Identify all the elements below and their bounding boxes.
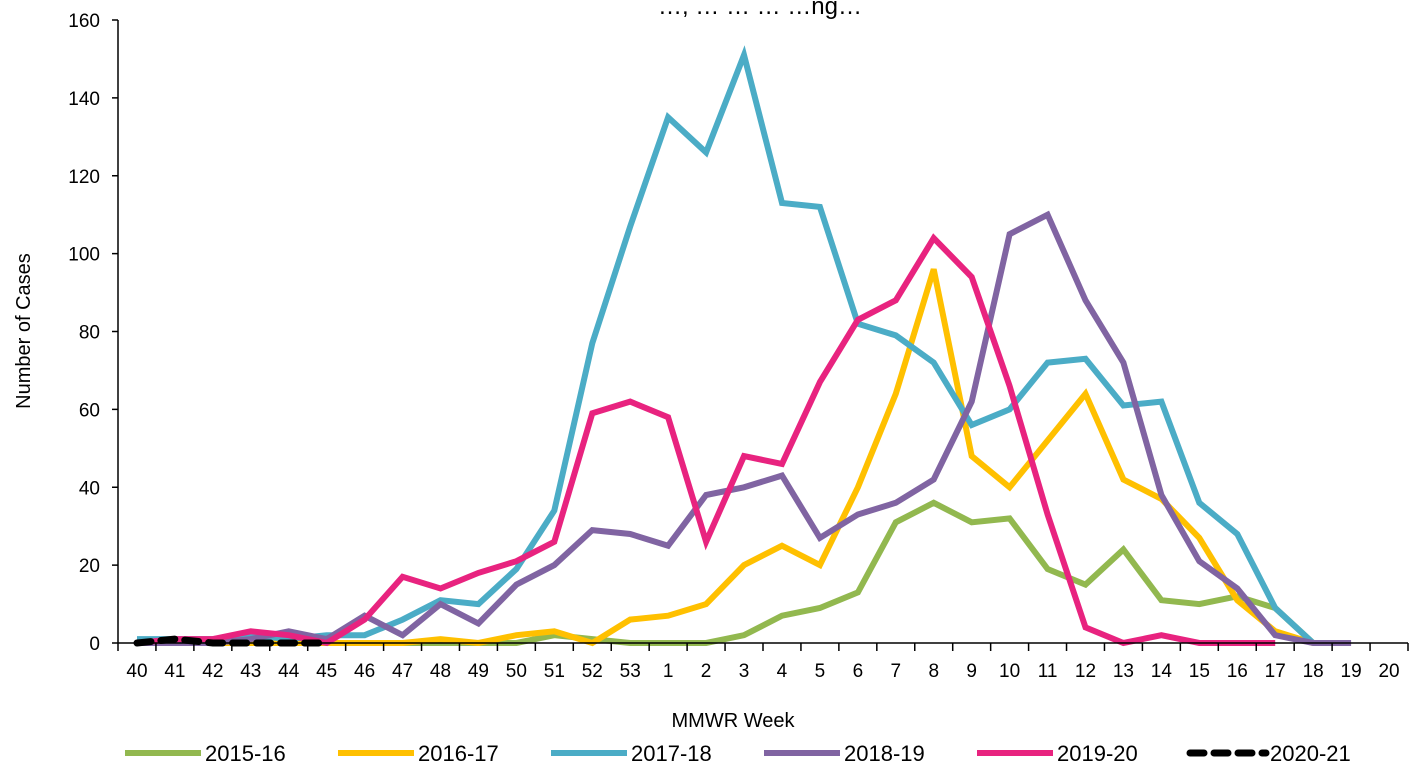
- x-tick-label: 10: [999, 661, 1020, 682]
- y-tick-label: 140: [68, 89, 100, 110]
- x-tick-label: 5: [815, 661, 826, 682]
- y-tick-label: 0: [89, 634, 100, 655]
- legend-item: 2020-21: [1186, 741, 1351, 766]
- legend-label: 2017-18: [631, 741, 712, 766]
- series-line-2017-18: [137, 45, 1316, 646]
- legend-item: 2017-18: [551, 741, 712, 766]
- x-tick-label: 2: [701, 661, 712, 682]
- x-tick-label: 13: [1113, 661, 1134, 682]
- y-tick-label: 120: [68, 167, 100, 188]
- legend-item: 2015-16: [125, 741, 286, 766]
- x-tick-label: 7: [891, 661, 902, 682]
- x-tick-label: 44: [278, 661, 300, 682]
- x-tick-label: 9: [966, 661, 977, 682]
- x-tick-label: 40: [126, 661, 147, 682]
- x-tick-label: 47: [392, 661, 413, 682]
- x-tick-label: 15: [1189, 661, 1210, 682]
- legend-label: 2020-21: [1270, 741, 1351, 766]
- y-tick-label: 100: [68, 245, 100, 266]
- x-tick-label: 17: [1265, 661, 1286, 682]
- x-tick-label: 18: [1303, 661, 1324, 682]
- x-tick-label: 53: [620, 661, 641, 682]
- legend-item: 2019-20: [977, 741, 1138, 766]
- x-tick-label: 3: [739, 661, 750, 682]
- legend-item: 2016-17: [338, 741, 499, 766]
- x-tick-label: 42: [202, 661, 223, 682]
- x-tick-label: 12: [1075, 661, 1096, 682]
- y-tick-label: 60: [79, 400, 100, 421]
- x-tick-label: 4: [777, 661, 788, 682]
- x-tick-label: 43: [240, 661, 261, 682]
- chart-title: …, … … … …ng…: [658, 0, 862, 20]
- legend-label: 2018-19: [844, 741, 925, 766]
- legend: 2015-16 2016-17 2017-18 2018-19 2019-20 2020-…: [125, 741, 1351, 766]
- x-tick-label: 51: [544, 661, 565, 682]
- x-tick-label: 19: [1341, 661, 1362, 682]
- y-tick-label: 40: [79, 478, 100, 499]
- x-tick-label: 20: [1378, 661, 1399, 682]
- legend-label: 2016-17: [418, 741, 499, 766]
- y-tick-label: 80: [79, 323, 100, 344]
- series-line-2016-17: [137, 268, 1314, 647]
- y-tick-label: 20: [79, 556, 100, 577]
- series-line-2018-19: [137, 210, 1352, 646]
- x-tick-label: 52: [582, 661, 603, 682]
- x-axis: 40 41 42 43 44 45 46 47 48 49 50 51 52 53 1 2 3 4 5 6 7 8 9 10 1…: [117, 642, 1409, 682]
- x-tick-label: 49: [468, 661, 489, 682]
- x-tick-label: 6: [853, 661, 864, 682]
- x-axis-title: MMWR Week: [672, 710, 796, 732]
- x-tick-label: 11: [1038, 661, 1058, 682]
- x-tick-label: 46: [354, 661, 375, 682]
- x-tick-label: 45: [316, 661, 337, 682]
- legend-item: 2018-19: [764, 741, 925, 766]
- x-tick-label: 41: [164, 661, 185, 682]
- x-tick-label: 48: [430, 661, 451, 682]
- x-tick-label: 14: [1151, 661, 1173, 682]
- plot-lines: [133, 45, 1352, 647]
- legend-label: 2015-16: [205, 741, 286, 766]
- y-axis-title: Number of Cases: [13, 253, 35, 409]
- series-line-2015-16: [137, 499, 1316, 646]
- x-tick-label: 8: [928, 661, 939, 682]
- x-tick-label: 1: [663, 661, 674, 682]
- y-tick-label: 160: [68, 11, 100, 32]
- legend-label: 2019-20: [1057, 741, 1138, 766]
- x-tick-label: 50: [506, 661, 527, 682]
- x-tick-label: 16: [1227, 661, 1248, 682]
- y-axis: 0 20 40 60 80 100 120 140 160: [68, 11, 119, 655]
